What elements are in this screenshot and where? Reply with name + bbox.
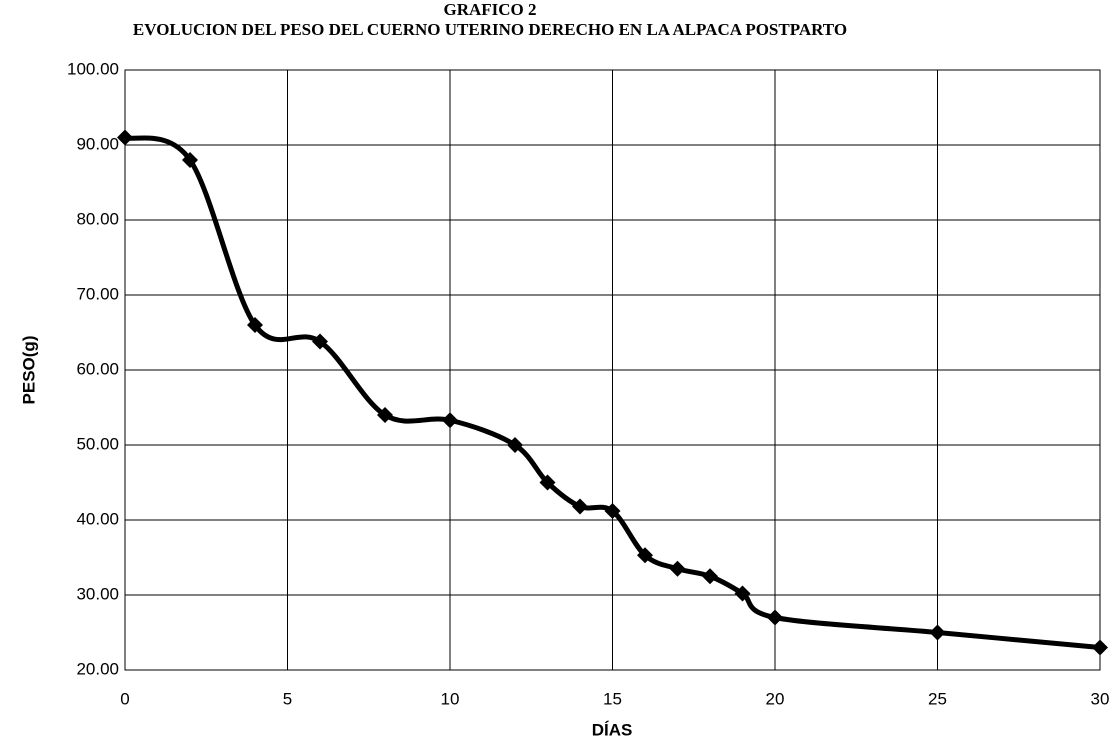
data-point (702, 568, 718, 585)
x-tick-label: 0 (120, 689, 129, 708)
data-point (669, 560, 686, 577)
y-axis-title: PESO(g) (19, 336, 38, 405)
data-point (539, 474, 556, 491)
data-point (1092, 639, 1108, 656)
data-point (117, 129, 133, 146)
chart-subtitle: EVOLUCION DEL PESO DEL CUERNO UTERINO DE… (133, 20, 847, 39)
data-point (442, 412, 458, 429)
data-point (507, 437, 523, 453)
y-tick-label: 40.00 (76, 509, 119, 528)
data-point (182, 152, 198, 168)
chart-title: GRAFICO 2 (443, 0, 536, 19)
data-point (572, 498, 588, 515)
x-tick-label: 10 (441, 689, 460, 708)
data-point (637, 547, 653, 564)
x-tick-label: 20 (766, 689, 785, 708)
y-tick-label: 80.00 (76, 209, 119, 228)
data-point (377, 407, 393, 423)
y-tick-label: 100.00 (67, 59, 119, 78)
data-point (312, 333, 328, 350)
data-point (929, 624, 946, 641)
data-point (767, 609, 783, 626)
data-point (734, 585, 751, 602)
x-tick-label: 30 (1091, 689, 1110, 708)
data-point (604, 503, 621, 519)
x-tick-label: 5 (283, 689, 292, 708)
y-tick-label: 70.00 (76, 284, 119, 303)
y-tick-label: 20.00 (76, 659, 119, 678)
x-tick-label: 15 (603, 689, 622, 708)
x-tick-label: 25 (928, 689, 947, 708)
y-tick-label: 30.00 (76, 584, 119, 603)
y-tick-label: 90.00 (76, 134, 119, 153)
x-axis-title: DÍAS (592, 720, 633, 739)
y-tick-label: 50.00 (76, 434, 119, 453)
data-point (247, 317, 263, 333)
y-tick-label: 60.00 (76, 359, 119, 378)
